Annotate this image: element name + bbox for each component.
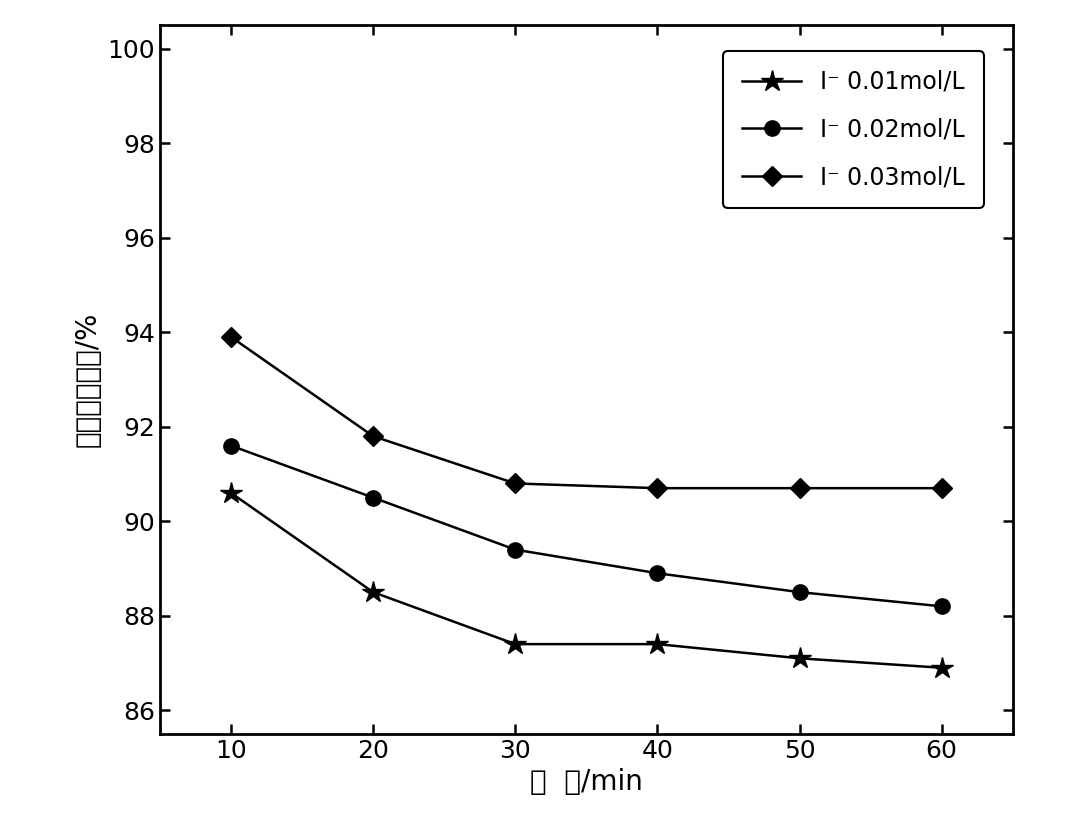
Line: I⁻ 0.03mol/L: I⁻ 0.03mol/L [224, 330, 949, 495]
I⁻ 0.02mol/L [935, 601, 948, 611]
I⁻ 0.01mol/L [935, 663, 948, 673]
I⁻ 0.03mol/L [793, 483, 806, 493]
Line: I⁻ 0.02mol/L: I⁻ 0.02mol/L [224, 438, 949, 614]
I⁻ 0.02mol/L [651, 568, 664, 578]
I⁻ 0.02mol/L [793, 587, 806, 597]
I⁻ 0.03mol/L [225, 332, 238, 342]
I⁻ 0.01mol/L [225, 488, 238, 498]
I⁻ 0.01mol/L [508, 639, 521, 649]
I⁻ 0.01mol/L [367, 587, 379, 597]
I⁻ 0.03mol/L [935, 483, 948, 493]
I⁻ 0.01mol/L [793, 653, 806, 663]
I⁻ 0.02mol/L [225, 440, 238, 450]
I⁻ 0.03mol/L [367, 431, 379, 441]
Y-axis label: 单质汞去除率/%: 单质汞去除率/% [74, 312, 102, 447]
Line: I⁻ 0.01mol/L: I⁻ 0.01mol/L [220, 482, 953, 679]
I⁻ 0.01mol/L [651, 639, 664, 649]
X-axis label: 时  间/min: 时 间/min [530, 768, 643, 796]
I⁻ 0.03mol/L [508, 479, 521, 489]
I⁻ 0.02mol/L [508, 545, 521, 555]
I⁻ 0.03mol/L [651, 483, 664, 493]
Legend: I⁻ 0.01mol/L, I⁻ 0.02mol/L, I⁻ 0.03mol/L: I⁻ 0.01mol/L, I⁻ 0.02mol/L, I⁻ 0.03mol/L [724, 51, 984, 208]
I⁻ 0.02mol/L [367, 493, 379, 503]
